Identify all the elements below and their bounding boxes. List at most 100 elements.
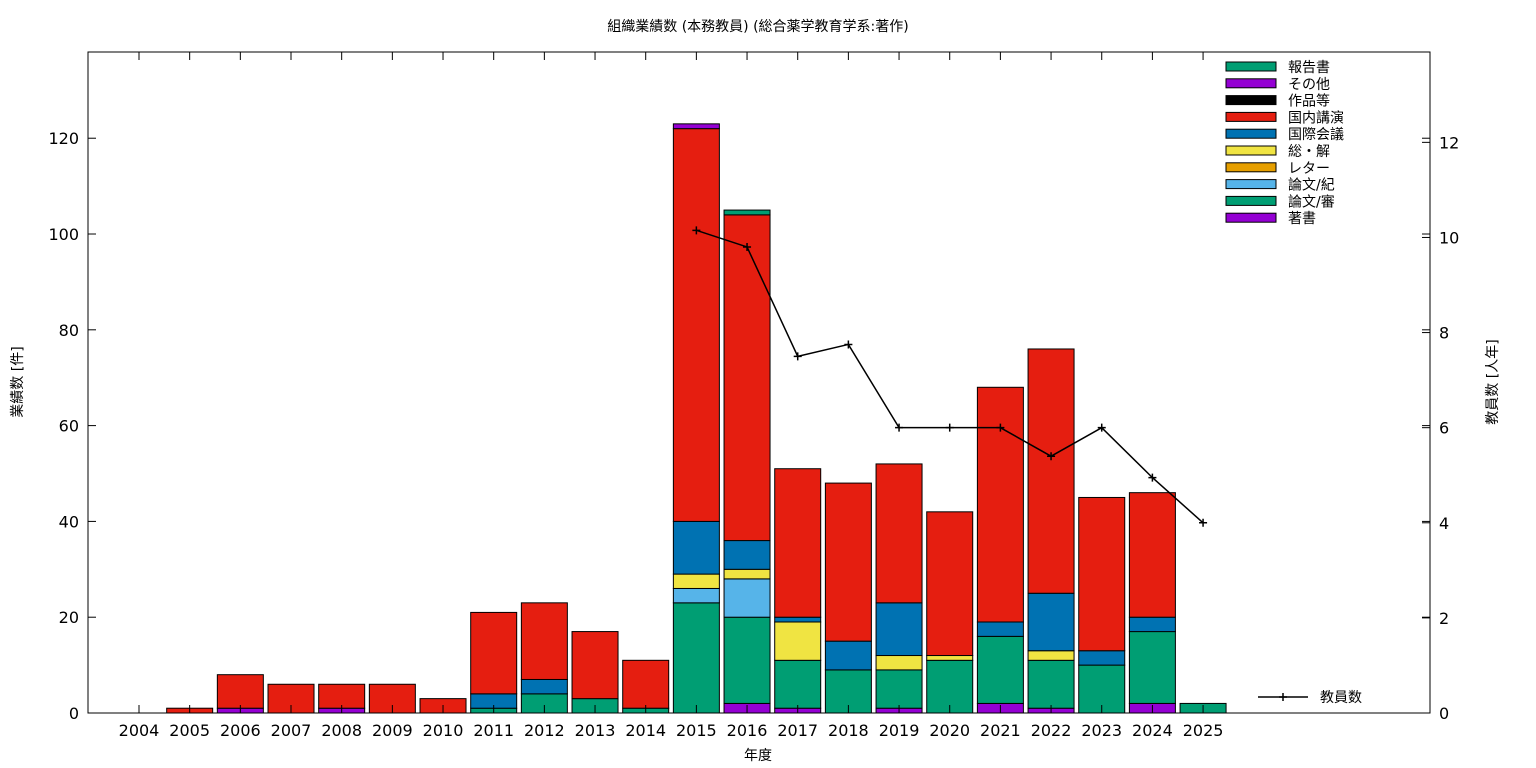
bars-layer xyxy=(166,123,1227,714)
y2-tick-label: 2 xyxy=(1439,609,1449,628)
y2-tick-label: 12 xyxy=(1439,133,1459,152)
bar-segment xyxy=(318,683,366,709)
legend-label: 報告書 xyxy=(1288,60,1330,76)
faculty-count-point xyxy=(743,242,752,251)
line-legend-marker xyxy=(1279,693,1287,701)
bar-segment xyxy=(723,616,771,704)
bar-segment xyxy=(875,669,923,709)
bar-segment xyxy=(723,578,771,618)
legend-label: 作品等 xyxy=(1288,93,1330,110)
bar-segment xyxy=(672,602,720,714)
x-tick-label: 2011 xyxy=(473,721,514,740)
x-tick-label: 2007 xyxy=(271,721,312,740)
bar-segment xyxy=(824,482,872,642)
bar-segment xyxy=(1027,348,1075,594)
faculty-count-point xyxy=(692,226,701,235)
legend-swatch xyxy=(1225,128,1277,139)
bar-segment xyxy=(672,128,720,522)
x-tick-label: 2009 xyxy=(372,721,413,740)
faculty-count-point xyxy=(1047,452,1056,461)
x-tick-label: 2025 xyxy=(1183,721,1224,740)
legend-swatch xyxy=(1225,195,1277,206)
bar-segment xyxy=(571,631,619,700)
left-axis-ticks: 0 20 40 60 80 100 120 xyxy=(48,129,1430,723)
legend-swatch xyxy=(1225,111,1277,122)
x-tick-label: 2020 xyxy=(929,721,970,740)
bar-segment xyxy=(875,602,923,657)
bar-segment xyxy=(1128,631,1176,704)
bar-segment xyxy=(824,640,872,671)
y2-tick-label: 6 xyxy=(1439,419,1449,438)
x-tick-label: 2013 xyxy=(575,721,616,740)
chart-title: 組織業績数 (本務教員) (総合薬学教育学系:著作) xyxy=(607,19,908,35)
bar-segment xyxy=(774,659,822,709)
y-tick-label: 0 xyxy=(69,704,79,723)
legend-label: 総・解 xyxy=(1288,144,1330,160)
bar-segment xyxy=(1027,592,1075,652)
bar-segment xyxy=(723,540,771,570)
bar-segment xyxy=(1027,659,1075,709)
y-tick-label: 80 xyxy=(59,321,79,340)
bar-segment xyxy=(926,511,974,657)
x-axis-ticks: 2004 2005 2006 2007 2008 2009 2010 2011 2012 2013… xyxy=(119,52,1224,740)
right-axis-ticks: 0 2 4 6 8 10 12 xyxy=(1422,133,1459,723)
faculty-count-point xyxy=(793,352,802,361)
faculty-count-point xyxy=(895,423,904,432)
x-tick-label: 2008 xyxy=(321,721,362,740)
y-axis-label: 業績数 [件] xyxy=(10,346,26,417)
bar-segment xyxy=(723,568,771,580)
legend-label: 論文/審 xyxy=(1288,194,1335,210)
line-legend-label: 教員数 xyxy=(1320,690,1362,706)
bar-segment xyxy=(723,214,771,542)
bar-segment xyxy=(622,659,670,709)
legend-label: 論文/紀 xyxy=(1288,178,1335,194)
bar-segment xyxy=(774,616,822,623)
plot-frame xyxy=(87,51,1431,714)
y2-tick-label: 4 xyxy=(1439,514,1449,533)
faculty-count-point xyxy=(1097,423,1106,432)
bar-segment xyxy=(875,463,923,604)
faculty-count-point xyxy=(1148,473,1157,482)
faculty-count-point xyxy=(996,423,1005,432)
legend-swatch xyxy=(1225,78,1277,89)
legend-swatch xyxy=(1225,179,1277,190)
bar-segment xyxy=(1128,616,1176,633)
bar-segment xyxy=(470,611,518,695)
y2-axis-label: 教員数 [人年] xyxy=(1485,339,1501,424)
y-tick-label: 20 xyxy=(59,608,79,627)
y2-tick-label: 8 xyxy=(1439,324,1449,343)
bar-segment xyxy=(875,655,923,671)
bar-segment xyxy=(520,678,568,695)
legend-label: その他 xyxy=(1288,77,1330,93)
bar-segment xyxy=(926,659,974,714)
x-tick-label: 2021 xyxy=(980,721,1021,740)
faculty-line-layer xyxy=(692,226,1208,527)
faculty-count-line xyxy=(696,229,1204,524)
x-tick-label: 2005 xyxy=(169,721,210,740)
x-tick-label: 2016 xyxy=(727,721,768,740)
y-tick-label: 100 xyxy=(48,225,79,244)
y2-tick-label: 10 xyxy=(1439,228,1459,247)
bar-segment xyxy=(774,468,822,618)
legend-label: レター xyxy=(1288,161,1330,177)
bar-segment xyxy=(774,621,822,661)
bar-segment xyxy=(976,621,1024,637)
bar-segment xyxy=(1128,492,1176,618)
x-tick-label: 2006 xyxy=(220,721,261,740)
bar-segment xyxy=(672,123,720,130)
bar-segment xyxy=(672,520,720,575)
y2-tick-label: 0 xyxy=(1439,704,1449,723)
bar-segment xyxy=(976,386,1024,623)
y-tick-label: 120 xyxy=(48,129,79,148)
y-tick-label: 60 xyxy=(59,417,79,436)
bar-segment xyxy=(926,655,974,661)
x-tick-label: 2012 xyxy=(524,721,565,740)
x-tick-label: 2015 xyxy=(676,721,717,740)
bar-segment xyxy=(723,209,771,216)
bar-segment xyxy=(1078,650,1126,666)
faculty-count-point xyxy=(945,423,954,432)
legend-swatch xyxy=(1225,95,1277,106)
bar-segment xyxy=(672,573,720,589)
